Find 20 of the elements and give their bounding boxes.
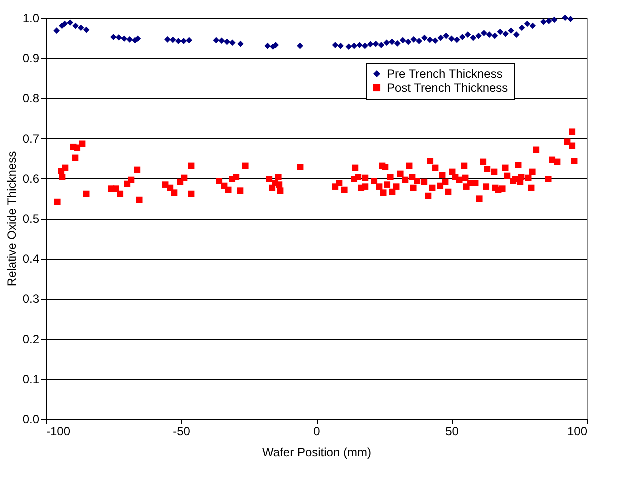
- legend-label: Pre Trench Thickness: [387, 67, 503, 81]
- legend-label: Post Trench Thickness: [387, 81, 508, 95]
- x-tick-label: -50: [173, 424, 191, 438]
- x-axis-title: Wafer Position (mm): [262, 446, 372, 460]
- x-tick-label: -100: [46, 424, 71, 438]
- x-tick-label: 0: [314, 424, 321, 438]
- x-tick-label: 50: [446, 424, 460, 438]
- y-tick-label: 0.1: [22, 372, 40, 386]
- y-tick-label: 0.7: [22, 132, 40, 146]
- y-axis-title: Relative Oxide Thickness: [4, 151, 19, 287]
- x-tick-label: 100: [567, 424, 588, 438]
- y-tick-label: 0.9: [22, 52, 40, 66]
- y-tick-label: 0.3: [22, 292, 40, 306]
- y-tick-label: 0.6: [22, 172, 40, 186]
- y-tick-label: 0.8: [22, 92, 40, 106]
- y-tick-label: 1.0: [22, 12, 40, 26]
- y-tick-label: 0.2: [22, 332, 40, 346]
- y-tick-label: 0.5: [22, 212, 40, 226]
- y-tick-label: 0.0: [22, 412, 40, 426]
- y-tick-label: 0.4: [22, 252, 40, 266]
